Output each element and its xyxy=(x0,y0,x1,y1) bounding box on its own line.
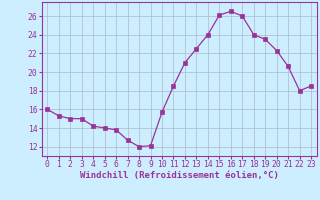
X-axis label: Windchill (Refroidissement éolien,°C): Windchill (Refroidissement éolien,°C) xyxy=(80,171,279,180)
